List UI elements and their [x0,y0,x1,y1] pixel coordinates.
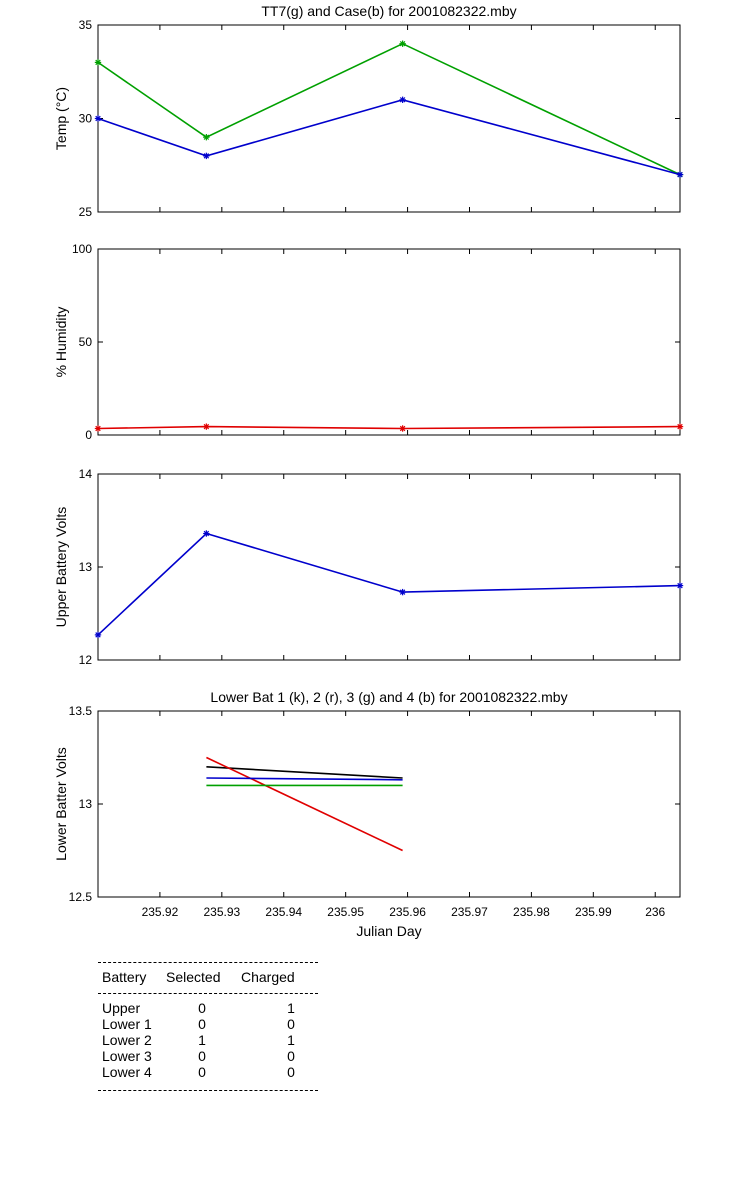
x-tick-label: 235.99 [575,905,612,919]
table-row: Lower 3 0 0 [102,1048,295,1064]
data-point [399,96,406,103]
data-point [203,152,210,160]
series-line-1-2 [97,98,681,176]
data-point [203,423,210,430]
table-top-rule [98,962,318,963]
chart-title-1: TT7(g) and Case(b) for 2001082322.mby [261,3,516,19]
y-tick-label: 30 [79,112,93,126]
data-point [399,588,406,596]
series-line-4-1 [206,766,403,779]
header-charged: Charged [241,969,295,985]
series-line-4-4 [206,777,403,781]
battery-table: Battery Selected Charged Upper 0 1 Lower… [98,962,318,1091]
y-axis-label-4: Lower Batter Volts [53,747,69,861]
y-tick-label: 0 [85,428,92,442]
table-body: Upper 0 1 Lower 1 0 0 Lower 2 1 1 Lower … [98,994,318,1090]
table-row: Lower 1 0 0 [102,1016,295,1032]
chart-title-4: Lower Bat 1 (k), 2 (r), 3 (g) and 4 (b) … [210,689,567,705]
axes-frame-3 [97,473,681,661]
x-tick-label: 235.94 [265,905,302,919]
table-row: Lower 4 0 0 [102,1064,295,1080]
data-point [676,582,684,589]
battery-name: Lower 3 [102,1048,152,1064]
y-tick-label: 50 [79,335,93,349]
y-tick-label: 12.5 [69,890,93,904]
table-header: Battery Selected Charged [98,963,318,993]
data-point [94,631,102,639]
data-point [399,425,406,432]
y-tick-label: 14 [79,467,93,481]
y-axis-label-2: % Humidity [53,307,69,378]
y-tick-label: 13.5 [69,704,93,718]
series-line-1-1 [97,42,681,176]
y-tick-label: 12 [79,653,93,667]
data-point [203,134,210,141]
table-row: Upper 0 1 [102,1000,295,1016]
series-line-4-2 [206,756,403,852]
battery-name: Upper [102,1000,141,1016]
x-tick-label: 235.95 [327,905,364,919]
data-point [676,171,684,178]
y-axis-label-3: Upper Battery Volts [53,507,69,628]
data-point [94,115,102,122]
axes-frame-2 [97,248,681,436]
y-axis-label-1: Temp (°C) [53,87,69,150]
x-tick-label: 235.98 [513,905,550,919]
y-tick-label: 35 [79,18,93,32]
data-point [94,425,102,432]
x-tick-label: 235.93 [203,905,240,919]
axes-frame-4 [97,710,681,898]
header-battery: Battery [102,969,147,985]
y-tick-label: 100 [72,242,92,256]
y-tick-label: 25 [79,205,93,219]
header-selected: Selected [166,969,221,985]
y-tick-label: 13 [79,797,93,811]
series-line-3-1 [97,532,681,636]
table-header-rule [98,993,318,994]
x-tick-label: 235.92 [142,905,179,919]
battery-name: Lower 4 [102,1064,152,1080]
battery-name: Lower 2 [102,1032,152,1048]
data-point [94,59,102,66]
series-line-2-1 [97,425,681,430]
x-tick-label: 236 [645,905,665,919]
data-point [399,40,406,47]
table-bottom-rule [98,1090,318,1091]
x-tick-label: 235.96 [389,905,426,919]
x-axis-label: Julian Day [356,923,421,939]
axes-frame-1 [97,24,681,213]
data-point [676,423,684,430]
y-tick-label: 13 [79,560,93,574]
x-tick-label: 235.97 [451,905,488,919]
battery-name: Lower 1 [102,1016,152,1032]
data-point [203,530,210,537]
table-row: Lower 2 1 1 [102,1032,295,1048]
